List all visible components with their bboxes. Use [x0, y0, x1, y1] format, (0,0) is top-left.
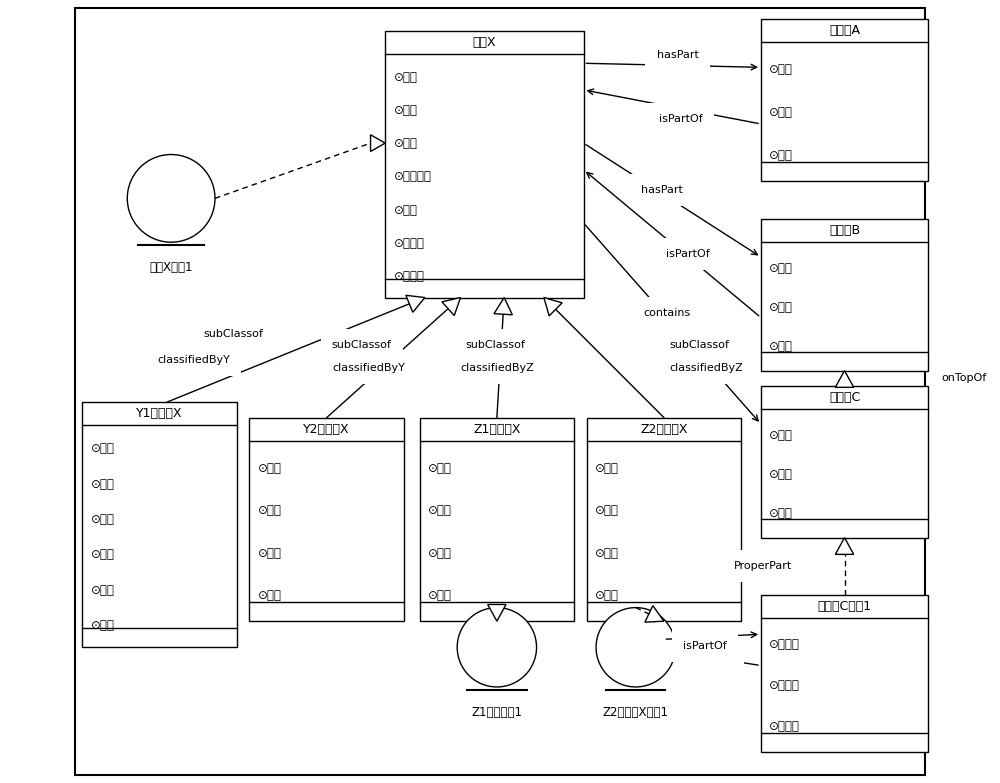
Text: ⊙定义: ⊙定义 [394, 70, 417, 84]
Text: ⊙定义: ⊙定义 [769, 63, 793, 76]
Text: isPartOf: isPartOf [666, 249, 710, 259]
Text: 子部件A: 子部件A [829, 23, 860, 37]
Text: ⊙缺点: ⊙缺点 [428, 547, 452, 560]
Text: classifiedByY: classifiedByY [157, 355, 230, 365]
Text: contains: contains [643, 309, 691, 318]
Text: hasPart: hasPart [691, 651, 733, 661]
Text: Z2型部件X: Z2型部件X [640, 423, 688, 435]
Text: classifiedByY: classifiedByY [332, 363, 405, 373]
Text: ⊙作用: ⊙作用 [769, 301, 793, 314]
Text: classifiedByZ: classifiedByZ [460, 363, 534, 373]
Text: ⊙限制: ⊙限制 [91, 583, 115, 597]
Polygon shape [494, 298, 512, 315]
Text: ⊙优点: ⊙优点 [258, 504, 282, 517]
Bar [587, 417, 741, 621]
Text: ⊙定义: ⊙定义 [769, 428, 793, 442]
Text: isPartOf: isPartOf [659, 114, 702, 124]
Polygon shape [371, 135, 385, 151]
Text: Z2型部件X实例1: Z2型部件X实例1 [603, 705, 669, 719]
Text: 子部件B: 子部件B [829, 224, 860, 237]
Text: isPartOf: isPartOf [683, 640, 727, 651]
Text: ⊙作用: ⊙作用 [394, 104, 417, 117]
Polygon shape [442, 298, 461, 316]
Circle shape [596, 608, 675, 687]
Text: ⊙经验: ⊙经验 [91, 619, 115, 632]
Bar [761, 386, 928, 538]
Text: ⊙定义: ⊙定义 [258, 462, 282, 474]
Text: ⊙缺点: ⊙缺点 [258, 547, 282, 560]
Text: ⊙组成: ⊙组成 [394, 204, 417, 217]
Text: 子部件C实例1: 子部件C实例1 [817, 600, 872, 613]
Bar [385, 31, 584, 298]
Text: hasPart: hasPart [641, 185, 683, 195]
Polygon shape [488, 604, 506, 621]
Text: 部件X: 部件X [473, 36, 496, 49]
Text: ⊙原理: ⊙原理 [769, 507, 793, 521]
Bar [761, 219, 928, 370]
Text: ⊙定义: ⊙定义 [428, 462, 452, 474]
Text: subClassof: subClassof [669, 340, 729, 350]
Text: ⊙缺点: ⊙缺点 [595, 547, 619, 560]
Bar [761, 19, 928, 181]
Circle shape [457, 608, 537, 687]
Text: ⊙优点: ⊙优点 [91, 478, 115, 491]
Text: ⊙子部件: ⊙子部件 [769, 638, 800, 651]
Polygon shape [544, 298, 562, 316]
Text: ⊙用途: ⊙用途 [91, 548, 115, 561]
Text: hasPart: hasPart [657, 50, 698, 60]
Text: ⊙用途: ⊙用途 [258, 590, 282, 602]
Text: Y2型部件X: Y2型部件X [303, 423, 350, 435]
Bar [82, 402, 237, 648]
Text: ⊙结构图: ⊙结构图 [394, 237, 424, 250]
Text: ⊙原理: ⊙原理 [769, 341, 793, 353]
Polygon shape [835, 538, 854, 554]
Text: onTopOf: onTopOf [942, 373, 987, 384]
Bar [249, 417, 404, 621]
Text: subClassof: subClassof [332, 340, 392, 350]
Text: ⊙优点: ⊙优点 [428, 504, 452, 517]
Text: ⊙用途: ⊙用途 [595, 590, 619, 602]
Text: classifiedByZ: classifiedByZ [669, 363, 743, 373]
Polygon shape [835, 370, 854, 388]
Text: 部件X实例1: 部件X实例1 [149, 261, 193, 274]
Text: ⊙定义: ⊙定义 [595, 462, 619, 474]
Text: 子部件C: 子部件C [829, 392, 860, 404]
Text: Z1型部件X: Z1型部件X [473, 423, 521, 435]
Bar [420, 417, 574, 621]
Bar [761, 595, 928, 752]
Circle shape [127, 154, 215, 242]
Text: ⊙作用: ⊙作用 [769, 468, 793, 481]
Text: ⊙原理: ⊙原理 [769, 149, 793, 161]
Text: ⊙英文术语: ⊙英文术语 [394, 171, 431, 183]
Polygon shape [406, 295, 425, 312]
Text: Z1型部实例1: Z1型部实例1 [471, 705, 522, 719]
Polygon shape [645, 606, 664, 622]
Text: Y1型部件X: Y1型部件X [136, 407, 183, 420]
Text: ⊙原理: ⊙原理 [394, 137, 417, 150]
Text: ⊙定义: ⊙定义 [91, 442, 115, 456]
Text: ⊙优点: ⊙优点 [595, 504, 619, 517]
Text: ⊙定义: ⊙定义 [769, 262, 793, 275]
Text: subClassof: subClassof [466, 340, 525, 350]
Text: ⊙父部件: ⊙父部件 [769, 680, 800, 692]
Text: subClassof: subClassof [204, 329, 264, 339]
Text: ProperPart: ProperPart [734, 561, 792, 572]
Text: ⊙实例图: ⊙实例图 [769, 720, 800, 734]
Text: ⊙作用: ⊙作用 [769, 106, 793, 119]
Text: ⊙缺点: ⊙缺点 [91, 513, 115, 526]
Text: ⊙原理图: ⊙原理图 [394, 270, 424, 283]
Text: ⊙用途: ⊙用途 [428, 590, 452, 602]
